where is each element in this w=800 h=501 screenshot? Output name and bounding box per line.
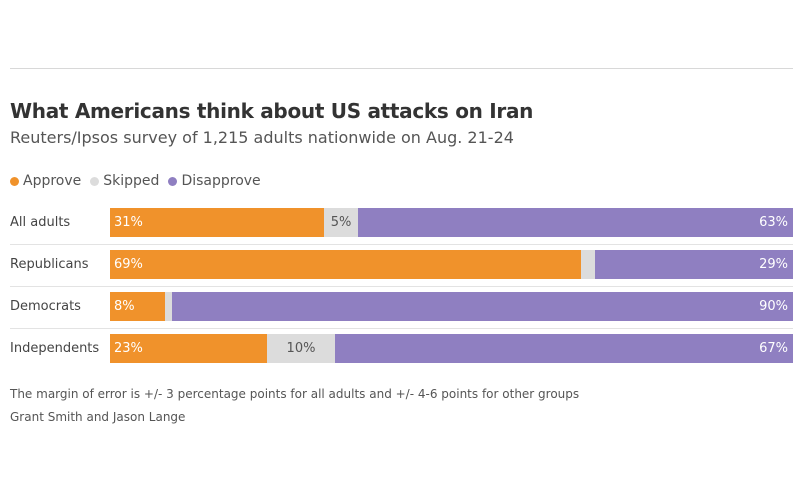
row-divider [10,286,793,287]
data-label: 23% [114,341,143,356]
legend-item-disapprove: Disapprove [168,173,261,189]
bar-segment-approve: 31% [110,208,324,237]
bar-row: All adults 31% 5% 63% [10,208,793,237]
bar-row: Republicans 69% 29% [10,250,793,279]
chart-subtitle: Reuters/Ipsos survey of 1,215 adults nat… [10,128,514,147]
chart-legend: Approve Skipped Disapprove [10,173,270,189]
bar-segment-approve: 23% [110,334,267,363]
category-label: Independents [10,341,100,356]
stacked-bar: 8% 90% [110,292,793,321]
stacked-bar: 31% 5% 63% [110,208,793,237]
data-label: 63% [759,215,788,230]
byline: Grant Smith and Jason Lange [10,410,186,424]
data-label: 5% [330,215,352,230]
margin-of-error-note: The margin of error is +/- 3 percentage … [10,387,580,401]
legend-swatch-disapprove [168,176,178,186]
legend-item-skipped: Skipped [90,173,159,189]
data-label: 69% [114,257,143,272]
legend-label: Skipped [103,173,160,189]
bar-row: Democrats 8% 90% [10,292,793,321]
bar-segment-disapprove: 29% [595,250,793,279]
bar-segment-disapprove: 67% [335,334,793,363]
data-label: 67% [759,341,788,356]
legend-label: Disapprove [181,173,261,189]
stacked-bar: 69% 29% [110,250,793,279]
row-divider [10,244,793,245]
chart-title: What Americans think about US attacks on… [10,99,534,123]
top-divider [10,68,793,69]
bar-segment-skipped: 10% [267,334,335,363]
bar-segment-approve: 69% [110,250,581,279]
data-label: 31% [114,215,143,230]
category-label: Democrats [10,299,81,314]
bar-segment-disapprove: 90% [172,292,793,321]
data-label: 29% [759,257,788,272]
legend-label: Approve [23,173,82,189]
legend-item-approve: Approve [10,173,81,189]
bar-segment-approve: 8% [110,292,165,321]
legend-swatch-approve [10,176,19,186]
legend-swatch-skipped [90,176,100,186]
data-label: 10% [286,341,316,356]
bar-segment-skipped: 5% [324,208,358,237]
stacked-bar: 23% 10% 67% [110,334,793,363]
data-label: 90% [759,299,788,314]
category-label: Republicans [10,257,89,272]
bar-row: Independents 23% 10% 67% [10,334,793,363]
bar-segment-skipped [581,250,595,279]
category-label: All adults [10,215,71,230]
bar-segment-disapprove: 63% [358,208,793,237]
row-divider [10,328,793,329]
bar-segment-skipped [165,292,172,321]
data-label: 8% [114,299,135,314]
